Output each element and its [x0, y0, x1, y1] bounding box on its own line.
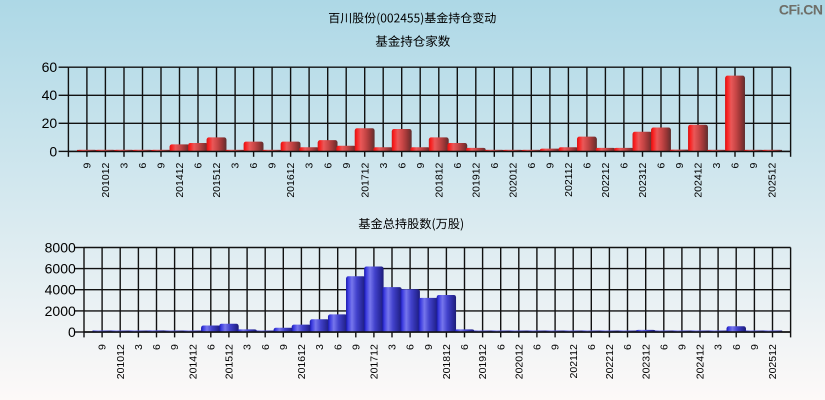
svg-text:201012: 201012 [115, 344, 127, 379]
svg-text:6: 6 [495, 344, 507, 350]
svg-text:6: 6 [619, 162, 631, 168]
svg-text:201712: 201712 [369, 344, 381, 379]
svg-text:201712: 201712 [359, 162, 371, 197]
svg-text:6: 6 [622, 344, 634, 350]
svg-text:9: 9 [423, 344, 435, 350]
svg-text:201612: 201612 [296, 344, 308, 379]
svg-text:202012: 202012 [513, 344, 525, 379]
svg-text:6: 6 [731, 344, 743, 350]
svg-text:9: 9 [749, 344, 761, 350]
svg-text:6: 6 [658, 344, 670, 350]
svg-text:9: 9 [545, 162, 557, 168]
svg-text:6: 6 [151, 344, 163, 350]
svg-text:9: 9 [341, 162, 353, 168]
svg-text:201012: 201012 [100, 162, 112, 197]
svg-text:202212: 202212 [604, 344, 616, 379]
svg-text:6: 6 [489, 162, 501, 168]
svg-text:202412: 202412 [693, 162, 705, 197]
svg-text:202412: 202412 [695, 344, 707, 379]
svg-text:0: 0 [68, 324, 76, 340]
svg-text:202212: 202212 [600, 162, 612, 197]
svg-text:9: 9 [267, 162, 279, 168]
svg-text:6: 6 [586, 344, 598, 350]
svg-text:6: 6 [193, 162, 205, 168]
svg-text:202012: 202012 [507, 162, 519, 197]
svg-text:6: 6 [532, 344, 544, 350]
svg-text:6: 6 [730, 162, 742, 168]
svg-text:6: 6 [656, 162, 668, 168]
svg-text:201912: 201912 [470, 162, 482, 197]
svg-text:202512: 202512 [767, 162, 779, 197]
svg-text:3: 3 [713, 344, 725, 350]
svg-text:202312: 202312 [640, 344, 652, 379]
svg-text:0: 0 [49, 143, 57, 159]
svg-text:9: 9 [550, 344, 562, 350]
svg-text:CFi.CN: CFi.CN [779, 2, 823, 18]
svg-text:9: 9 [278, 344, 290, 350]
svg-text:3: 3 [133, 344, 145, 350]
svg-text:201812: 201812 [441, 344, 453, 379]
svg-text:201812: 201812 [433, 162, 445, 197]
svg-text:6: 6 [322, 162, 334, 168]
svg-text:3: 3 [119, 162, 131, 168]
svg-text:6: 6 [248, 162, 260, 168]
svg-text:3: 3 [378, 162, 390, 168]
svg-text:9: 9 [169, 344, 181, 350]
svg-text:2000: 2000 [45, 303, 76, 319]
svg-text:9: 9 [97, 344, 109, 350]
svg-text:9: 9 [350, 344, 362, 350]
svg-text:202112: 202112 [568, 344, 580, 378]
svg-text:20: 20 [42, 115, 58, 131]
svg-text:201512: 201512 [211, 162, 223, 197]
svg-text:6: 6 [137, 162, 149, 168]
svg-text:6: 6 [526, 162, 538, 168]
svg-text:9: 9 [415, 162, 427, 168]
svg-text:9: 9 [748, 162, 760, 168]
svg-text:9: 9 [677, 344, 689, 350]
svg-text:3: 3 [711, 162, 723, 168]
svg-text:201912: 201912 [477, 344, 489, 379]
svg-text:6: 6 [396, 162, 408, 168]
svg-text:201512: 201512 [224, 344, 236, 379]
svg-text:4000: 4000 [45, 282, 76, 298]
svg-text:6000: 6000 [45, 261, 76, 277]
svg-text:201412: 201412 [174, 162, 186, 197]
svg-text:3: 3 [314, 344, 326, 350]
svg-text:60: 60 [42, 59, 58, 75]
svg-text:6: 6 [332, 344, 344, 350]
svg-text:8000: 8000 [45, 239, 76, 255]
svg-text:6: 6 [582, 162, 594, 168]
svg-text:9: 9 [82, 162, 94, 168]
svg-text:40: 40 [42, 87, 58, 103]
svg-text:202112: 202112 [563, 162, 575, 196]
svg-text:202512: 202512 [767, 344, 779, 379]
svg-text:3: 3 [242, 344, 254, 350]
svg-text:9: 9 [674, 162, 686, 168]
svg-text:6: 6 [405, 344, 417, 350]
svg-text:6: 6 [459, 344, 471, 350]
svg-text:202312: 202312 [637, 162, 649, 197]
svg-text:6: 6 [260, 344, 272, 350]
svg-text:6: 6 [452, 162, 464, 168]
svg-text:3: 3 [387, 344, 399, 350]
svg-text:9: 9 [156, 162, 168, 168]
svg-text:201612: 201612 [285, 162, 297, 197]
svg-text:6: 6 [205, 344, 217, 350]
svg-text:3: 3 [304, 162, 316, 168]
svg-text:201412: 201412 [187, 344, 199, 379]
svg-text:3: 3 [230, 162, 242, 168]
